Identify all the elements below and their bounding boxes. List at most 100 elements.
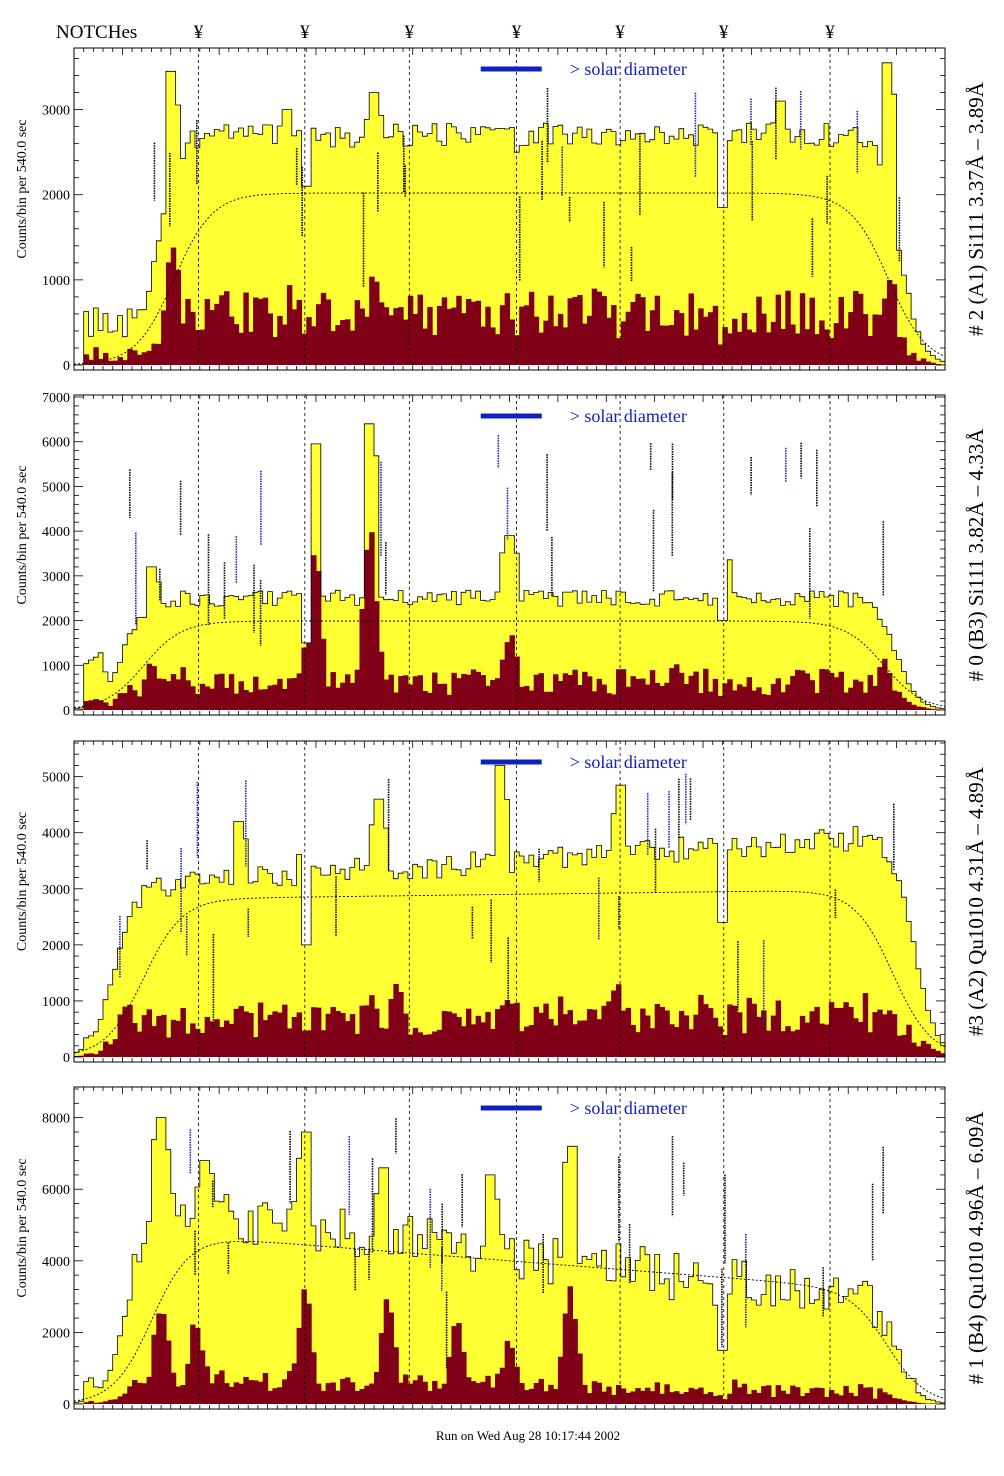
sub-bar	[107, 705, 114, 710]
sub-bar	[509, 319, 515, 365]
total-bar	[591, 143, 598, 365]
total-bar	[528, 594, 535, 710]
total-bar	[727, 1294, 733, 1404]
sub-bar	[553, 1389, 559, 1404]
total-bar	[669, 851, 675, 1057]
total-bar	[349, 147, 356, 365]
total-bar	[344, 1238, 351, 1404]
notches-header: NOTCHes ¥ ¥ ¥ ¥ ¥ ¥ ¥	[56, 22, 835, 43]
y-tick-label: 0	[63, 704, 70, 719]
total-bar	[804, 839, 811, 1057]
total-bar	[548, 850, 554, 1057]
sub-bar	[132, 690, 138, 710]
total-bar	[93, 307, 99, 365]
sub-bar	[233, 324, 240, 365]
total-bar	[940, 361, 945, 365]
sub-bar	[485, 1011, 491, 1057]
sub-bar	[654, 1003, 661, 1057]
total-bar	[886, 1321, 893, 1404]
sub-bar	[282, 1004, 288, 1057]
total-outline	[74, 62, 945, 366]
sub-bar	[383, 679, 390, 710]
total-bar	[194, 147, 201, 365]
sub-bar	[364, 1385, 370, 1404]
total-bar	[557, 1257, 564, 1404]
sub-bar	[853, 679, 859, 710]
sub-bar	[620, 1010, 627, 1057]
sub-bar	[233, 1008, 240, 1057]
total-bar	[664, 1278, 670, 1404]
total-bar	[722, 207, 728, 365]
total-bar	[804, 601, 811, 710]
sub-bar	[688, 293, 694, 365]
total-bar	[727, 849, 733, 1057]
sub-bar	[490, 1387, 496, 1404]
total-bar	[746, 598, 753, 710]
total-bar	[475, 866, 482, 1057]
total-bar	[601, 857, 607, 1057]
sub-bar	[456, 1323, 462, 1404]
total-bar	[915, 1392, 922, 1404]
sub-bar	[199, 1350, 206, 1404]
sub-bar	[306, 317, 312, 365]
total-bar	[88, 1377, 94, 1404]
total-bar	[185, 142, 191, 365]
total-bar	[732, 130, 738, 365]
total-bar	[204, 133, 211, 365]
sub-bar	[785, 1026, 791, 1057]
total-bar	[470, 1271, 477, 1404]
sub-bar	[911, 704, 917, 710]
total-bar	[499, 1234, 506, 1404]
total-bar	[790, 852, 796, 1057]
sub-bar	[896, 1035, 903, 1057]
sub-bar	[799, 1396, 806, 1404]
total-bar	[688, 1276, 694, 1404]
sub-bar	[649, 1391, 656, 1404]
sub-bar	[693, 329, 699, 365]
total-bar	[678, 128, 685, 365]
sub-bar	[843, 1385, 849, 1404]
sub-bar	[344, 674, 351, 710]
sub-bar	[722, 327, 728, 365]
total-bar	[127, 309, 133, 365]
sub-bar	[524, 1026, 530, 1057]
total-bar	[253, 133, 259, 365]
sub-bar	[194, 329, 201, 365]
chart-panel-2: 0 1000 2000 3000 4000 5000 6000 7000 Counts/bin …	[15, 391, 988, 719]
sub-bar	[330, 1382, 336, 1404]
sub-bar	[228, 674, 235, 710]
total-bar	[557, 125, 564, 365]
sub-bar	[848, 1006, 854, 1057]
sub-bar	[354, 1390, 361, 1404]
total-bar	[824, 833, 830, 1057]
sub-bar	[127, 1004, 133, 1057]
total-bar	[243, 596, 249, 710]
total-bar	[325, 1232, 332, 1404]
total-bar	[828, 146, 835, 365]
sub-bar	[891, 1014, 898, 1057]
total-bar	[732, 1259, 738, 1404]
sub-bar	[838, 296, 844, 365]
total-bar	[117, 662, 123, 710]
total-bar	[465, 142, 472, 365]
total-bar	[562, 867, 569, 1057]
sub-bar	[514, 1366, 520, 1404]
sub-bar	[703, 1393, 709, 1404]
total-outline	[74, 765, 945, 1057]
total-bar	[920, 988, 927, 1057]
sub-bar	[465, 1008, 472, 1057]
total-bar	[224, 596, 230, 710]
total-bar	[403, 871, 409, 1057]
total-bar	[335, 590, 341, 710]
total-bar	[548, 592, 554, 710]
total-bar	[756, 593, 762, 710]
total-bar	[403, 602, 409, 710]
sub-bar	[853, 1396, 859, 1404]
sub-bar	[470, 1024, 477, 1057]
sub-bar	[640, 297, 646, 365]
sub-bar	[678, 672, 685, 710]
total-bar	[809, 591, 815, 710]
total-bar	[654, 126, 661, 365]
total-bar	[301, 944, 307, 1057]
sub-bar	[775, 294, 782, 365]
